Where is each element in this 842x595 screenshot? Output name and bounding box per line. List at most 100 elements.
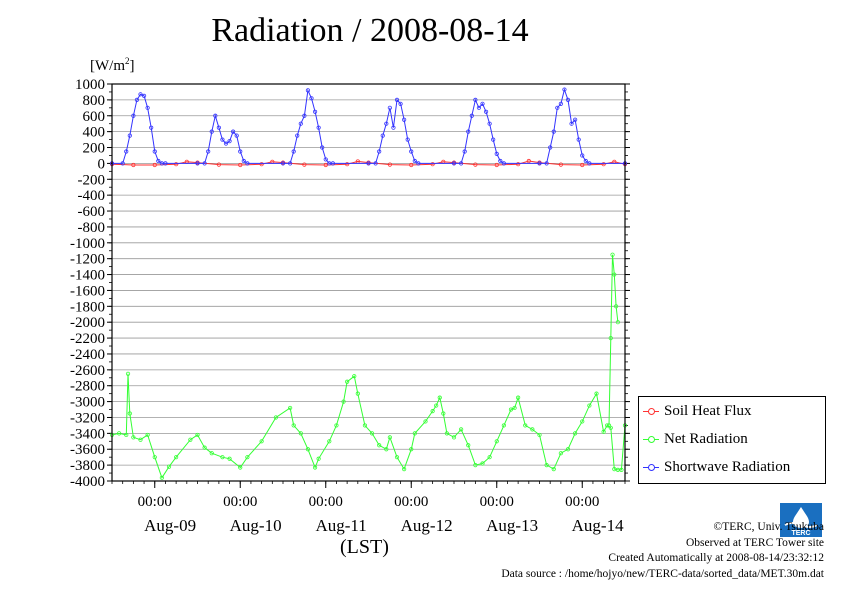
data-point [615,320,620,325]
y-tick-label: -1800 [70,299,105,315]
data-point [434,403,439,408]
data-point [188,437,193,442]
data-point [508,407,514,412]
data-point [601,429,606,434]
data-point [305,88,311,93]
data-point [423,419,428,424]
data-point [402,466,407,472]
data-point [601,162,606,167]
data-point [330,161,335,166]
y-tick-label: -3600 [70,442,105,458]
data-point [231,129,236,134]
data-point [558,162,563,167]
x-tick-date-label: Aug-12 [401,516,453,535]
data-point [362,423,368,428]
data-point [302,113,307,118]
y-tick-label: -2800 [70,379,105,395]
data-point [238,465,243,470]
y-tick-label: -200 [78,172,106,188]
data-point [373,161,378,166]
y-axis-unit-close: ] [129,58,135,74]
data-point [380,133,385,138]
data-point [124,149,129,154]
data-point [134,97,140,102]
data-point [613,304,619,309]
legend-item-shortwave-radiation: Shortwave Radiation [639,457,790,477]
y-tick-label: 800 [83,93,106,109]
data-point [316,125,321,130]
data-point [377,149,382,154]
data-point [366,161,371,166]
data-point [120,161,125,166]
data-point [127,411,132,416]
data-point [587,161,592,166]
data-point [138,437,143,442]
data-point [537,161,542,166]
data-point [466,129,471,134]
data-point [573,431,578,436]
data-point [298,121,303,126]
data-point [565,447,571,452]
y-tick-label: -2000 [70,315,105,331]
data-point [391,125,396,130]
data-point [569,121,574,126]
data-point [501,423,506,428]
x-tick-time-label: 00:00 [480,494,514,510]
legend-item-net-radiation: Net Radiation [639,429,748,449]
data-point [580,162,585,168]
data-point [587,403,592,408]
y-tick-label: -4000 [70,474,105,490]
y-tick-label: -1200 [70,252,105,268]
data-point [462,149,467,154]
data-point [606,423,612,428]
data-point [516,162,521,167]
legend: Soil Heat Flux Net Radiation Shortwave R… [638,396,826,484]
data-point [441,411,446,416]
y-tick-label: -3000 [70,395,105,411]
data-point [430,409,435,414]
y-tick-label: 400 [83,125,106,141]
data-point [377,443,382,448]
data-point [387,162,392,167]
data-point [131,435,136,440]
data-point [259,162,264,167]
data-point [238,149,243,154]
series-line [608,254,619,426]
data-point [466,443,471,448]
data-point [163,161,168,166]
data-point [551,129,556,134]
data-point [227,139,232,144]
data-point [608,335,613,341]
data-point [320,145,325,150]
x-tick-date-label: Aug-13 [486,516,538,535]
y-tick-label: -600 [78,204,106,220]
data-point [548,145,553,150]
data-point [565,97,571,102]
data-point [437,395,442,400]
logo-text: TERC [791,530,810,537]
data-point [516,395,521,400]
data-point [487,455,492,460]
y-axis-unit: [W/m2] [90,56,135,75]
data-point [125,371,131,376]
data-point [473,97,478,102]
data-point [291,423,296,428]
data-point [576,137,581,142]
legend-label-net-radiation: Net Radiation [664,430,748,447]
data-point [152,162,157,168]
data-point [526,158,531,164]
copyright-text: ©TERC, Univ. Tsukuba [713,521,824,533]
data-point [280,161,286,166]
data-point [312,109,318,114]
data-point [141,93,147,99]
x-axis-label: (LST) [340,536,389,558]
data-point [323,162,328,168]
data-point [145,105,150,110]
data-point [412,158,417,164]
data-point [494,151,499,156]
data-point [327,439,332,444]
data-point [305,447,311,452]
legend-label-soil-heat-flux: Soil Heat Flux [664,402,752,419]
data-point [206,149,211,154]
